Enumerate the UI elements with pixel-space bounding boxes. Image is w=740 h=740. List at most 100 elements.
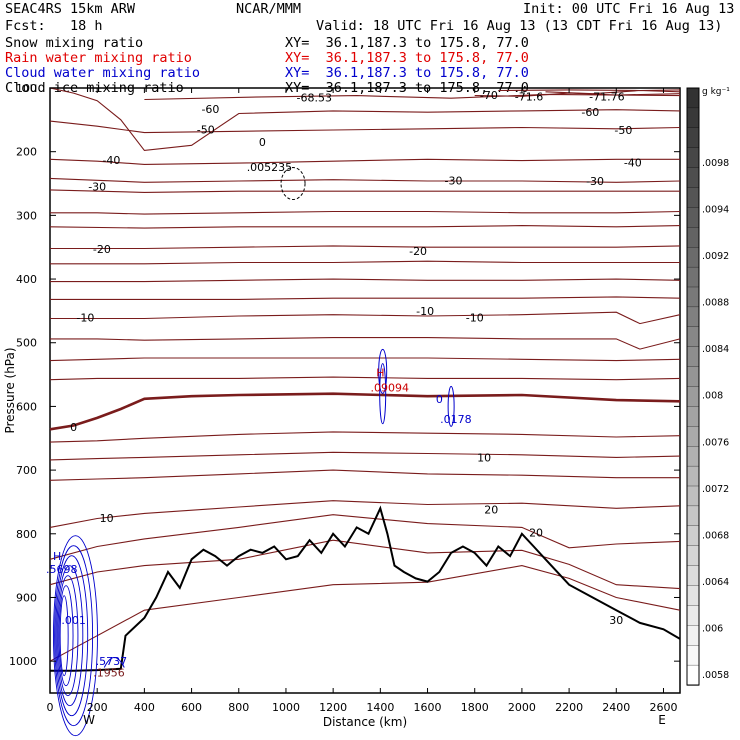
y-tick-label: 400 — [16, 273, 37, 286]
isotherm-label: -70 — [480, 89, 498, 102]
isotherm-label: 30 — [609, 614, 623, 627]
isotherm-line — [49, 376, 681, 381]
x-tick-label: 0 — [47, 701, 54, 714]
field-label: .1956 — [93, 667, 125, 680]
isotherm-line — [50, 311, 681, 325]
isotherm-label: -71.6 — [515, 90, 543, 103]
x-tick-label: 2400 — [602, 701, 630, 714]
colorbar-swatch — [686, 266, 700, 288]
isotherm-label: -60 — [581, 106, 599, 119]
isotherm-label: 10 — [100, 512, 114, 525]
y-tick-label: 600 — [16, 400, 37, 413]
field-name-cloud-water: Cloud water mixing ratio — [5, 65, 201, 81]
forecast-hour: Fcst: 18 h — [5, 18, 103, 34]
colorbar-frame — [686, 87, 700, 686]
isotherm-label: -10 — [416, 305, 434, 318]
colorbar-label: .0058 — [702, 670, 729, 681]
colorbar-swatch — [686, 605, 700, 626]
isotherm-line — [49, 514, 681, 560]
colorbar-label: .0068 — [702, 530, 729, 541]
field-label: H — [376, 367, 384, 380]
isotherm-label: -10 — [466, 311, 484, 324]
isotherm-label: -30 — [586, 175, 604, 188]
isotherm-line — [49, 565, 681, 662]
colorbar-swatch — [686, 545, 700, 567]
colorbar: g kg⁻¹ .0098 .0094 .0092 .0088 .0084 .008 .0076… — [686, 87, 730, 686]
x-tick-label: 1200 — [319, 701, 347, 714]
isotherm-line — [49, 189, 680, 193]
colorbar-swatch — [686, 207, 700, 228]
colorbar-label: .0098 — [702, 158, 729, 169]
y-tick-label: 300 — [16, 209, 37, 222]
cloud-water-contour — [57, 575, 79, 697]
isotherm-line — [50, 278, 681, 283]
field-label: 0 — [259, 136, 266, 149]
colorbar-swatch — [686, 585, 700, 607]
colorbar-label: .0092 — [702, 251, 729, 262]
y-tick-label: 800 — [16, 528, 37, 541]
contour-label-layer: -68.53 -70 -71.6 -71.76 -60 -60 -50 -50 -40 -40 -3… — [46, 89, 642, 680]
field-label: .09094 — [371, 381, 410, 394]
cloud-water-contour — [59, 595, 69, 677]
x-tick-label: 600 — [181, 701, 202, 714]
colorbar-swatch — [686, 505, 700, 527]
cloud-water-contour — [53, 535, 98, 737]
x-tick-label: 400 — [134, 701, 155, 714]
colorbar-label: .006 — [702, 623, 723, 634]
isotherm-line — [474, 92, 681, 97]
y-tick-label: 1000 — [9, 655, 37, 668]
isotherm-line — [49, 451, 681, 461]
x-tick-label: 1600 — [414, 701, 442, 714]
terrain-line — [50, 505, 681, 672]
cloud-water-contour — [58, 585, 74, 687]
colorbar-swatch — [686, 485, 700, 507]
x-tick-label: 1800 — [461, 701, 489, 714]
colorbar-swatch — [686, 645, 700, 666]
isotherm-label: 20 — [484, 504, 498, 517]
isotherm-layer — [49, 87, 681, 662]
west-endpoint-label: W — [83, 713, 95, 727]
model-title: SEAC4RS 15km ARW — [5, 1, 136, 17]
cloud-water-contour — [378, 348, 388, 394]
field-label: H — [53, 550, 61, 563]
colorbar-unit: g kg⁻¹ — [702, 87, 730, 97]
isotherm-label: -40 — [624, 157, 642, 170]
cloud-water-contour — [379, 363, 387, 425]
isotherm-line — [49, 177, 681, 183]
colorbar-swatch — [686, 426, 700, 447]
axes-layer: 0 200 400 600 800 1000 1200 1400 1600 1800 2000 220… — [3, 82, 680, 729]
isotherm-label: -40 — [102, 154, 120, 167]
colorbar-swatch — [686, 625, 700, 646]
isotherm-label: 20 — [529, 527, 543, 540]
colorbar-swatch — [686, 326, 700, 348]
y-tick-label: 700 — [16, 464, 37, 477]
isotherm-label: -50 — [197, 123, 215, 136]
colorbar-label: .0072 — [702, 484, 729, 495]
y-tick-label: 900 — [16, 591, 37, 604]
mixing-ratio-layer — [53, 167, 455, 737]
isotherm-label: -60 — [201, 103, 219, 116]
colorbar-swatch — [686, 286, 700, 308]
colorbar-swatch — [686, 565, 700, 587]
colorbar-swatch — [686, 306, 700, 328]
isotherm-line — [50, 245, 681, 250]
colorbar-swatch — [686, 406, 700, 427]
isotherm-label: -10 — [76, 311, 94, 324]
colorbar-label: .0064 — [702, 577, 729, 588]
x-tick-label: 2000 — [508, 701, 536, 714]
x-tick-label: 2600 — [649, 701, 677, 714]
colorbar-swatch — [686, 127, 700, 149]
isotherm-label: -20 — [409, 245, 427, 258]
isotherm-line — [49, 225, 681, 229]
isotherm-label: -30 — [444, 174, 462, 187]
y-axis-title: Pressure (hPa) — [3, 347, 17, 433]
init-time: Init: 00 UTC Fri 16 Aug 13 — [523, 1, 735, 17]
field-xy-rain: XY= 36.1,187.3 to 175.8, 77.0 — [285, 50, 529, 66]
isotherm-line — [49, 500, 681, 528]
cloud-water-contour — [103, 657, 125, 668]
colorbar-label: .008 — [702, 391, 723, 402]
colorbar-label: .0088 — [702, 298, 729, 309]
isotherm-label: -20 — [93, 243, 111, 256]
cloud-water-contour — [54, 545, 94, 727]
colorbar-swatch — [686, 446, 700, 467]
